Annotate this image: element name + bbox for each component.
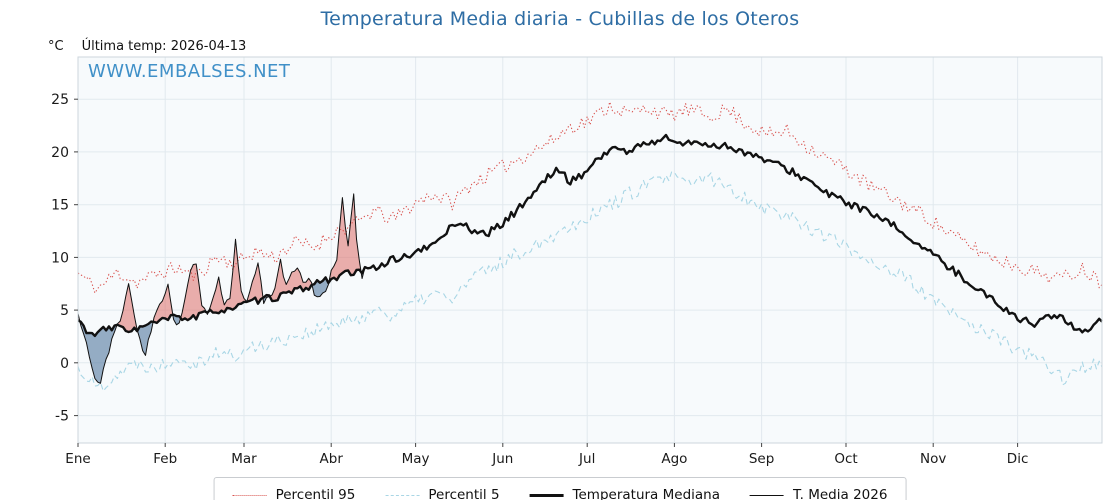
legend-line-sample [750,494,784,496]
y-tick-label: 15 [51,198,69,214]
x-tick-label: Ene [65,451,90,467]
x-tick-label: Feb [153,451,177,467]
x-tick-label: May [402,451,430,467]
y-tick-label: 5 [60,303,69,319]
x-tick-label: Nov [920,451,946,467]
legend: Percentil 95 Percentil 5 Temperatura Media… [213,477,907,500]
legend-item-label: Percentil 5 [428,487,500,500]
percentil5-line [77,171,1103,392]
legend-item-temperatura-mediana: Temperatura Mediana [529,487,720,500]
legend-line-sample [232,494,267,496]
x-tick-label: Sep [749,451,774,467]
x-tick-label: Ago [661,451,687,467]
mediana-line [77,133,1103,338]
y-tick-label: 20 [51,145,69,161]
x-tick-label: Dic [1007,451,1029,467]
fill-above-median [78,193,363,332]
plot-background [78,57,1102,443]
legend-item-label: Temperatura Mediana [572,487,720,500]
y-tick-label: 0 [60,356,69,372]
legend-item-percentil-95: Percentil 95 [232,487,356,500]
t-media-2026-line [77,193,366,384]
y-tick-label: 25 [51,92,69,108]
legend-item-label: Percentil 95 [275,487,356,500]
x-tick-label: Mar [231,451,257,467]
legend-line-sample [385,494,420,496]
legend-line-sample [529,493,564,497]
y-unit-label: °C [48,39,64,54]
x-tick-label: Jul [578,451,595,467]
chart-title: Temperatura Media diaria - Cubillas de l… [320,8,800,30]
plot-border [77,56,1103,444]
legend-item-percentil-5: Percentil 5 [385,487,500,500]
x-tick-label: Jun [491,451,513,467]
x-tick-label: Oct [834,451,857,467]
legend-item-t-media-2026: T. Media 2026 [750,487,887,500]
y-tick-label: -5 [55,409,69,425]
legend-item-label: T. Media 2026 [793,487,888,500]
watermark: WWW.EMBALSES.NET [88,61,291,82]
last-temp-label: Última temp: 2026-04-13 [81,39,247,54]
x-tick-label: Abr [320,451,344,467]
meta-row: °C Última temp: 2026-04-13 [48,39,246,54]
y-tick-label: 10 [51,250,69,266]
